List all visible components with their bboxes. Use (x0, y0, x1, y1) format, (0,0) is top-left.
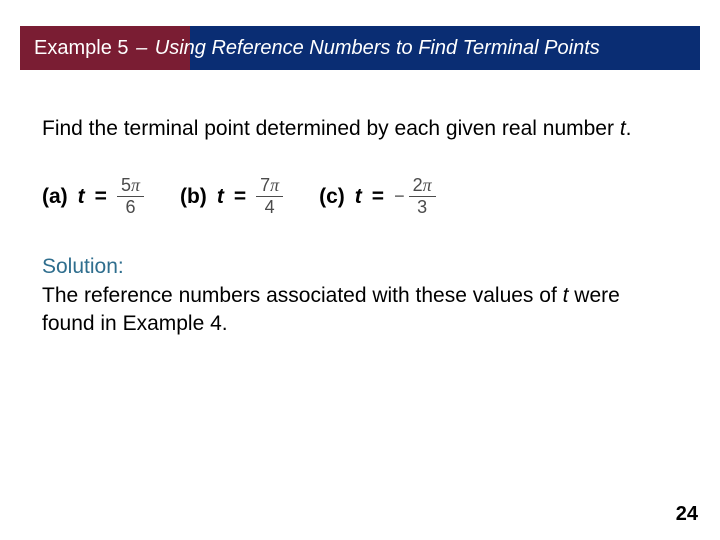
part-a-var: t (78, 183, 85, 210)
part-c: (c) t = − 2π 3 (319, 176, 436, 217)
part-a-label: (a) (42, 183, 68, 210)
part-a-eq: = (95, 183, 107, 210)
part-b: (b) t = 7π 4 (180, 176, 283, 217)
solution-heading: Solution: (42, 253, 678, 280)
part-b-label: (b) (180, 183, 207, 210)
part-a-numerator: 5π (117, 176, 144, 196)
part-b-fraction: 7π 4 (256, 176, 283, 217)
slide-body: Find the terminal point determined by ea… (42, 115, 678, 337)
part-b-var: t (217, 183, 224, 210)
prompt-pre: Find the terminal point determined by ea… (42, 117, 620, 140)
example-label: Example 5 (34, 37, 129, 59)
solution-pre: The reference numbers associated with th… (42, 284, 563, 307)
part-c-negfrac: − 2π 3 (394, 176, 436, 217)
title-text: Example 5 – Using Reference Numbers to F… (20, 26, 700, 70)
page-number: 24 (676, 503, 698, 526)
part-b-numerator: 7π (256, 176, 283, 196)
part-b-eq: = (234, 183, 246, 210)
part-a-denominator: 6 (121, 197, 139, 217)
part-a-fraction: 5π 6 (117, 176, 144, 217)
minus-icon: − (394, 185, 407, 208)
part-c-var: t (355, 183, 362, 210)
solution-text: The reference numbers associated with th… (42, 282, 678, 337)
part-c-fraction: 2π 3 (409, 176, 436, 217)
part-c-eq: = (372, 183, 384, 210)
part-c-numerator: 2π (409, 176, 436, 196)
part-b-denominator: 4 (261, 197, 279, 217)
part-c-label: (c) (319, 183, 345, 210)
part-c-denominator: 3 (413, 197, 431, 217)
title-subtitle: Using Reference Numbers to Find Terminal… (155, 37, 600, 59)
title-separator: – (134, 37, 149, 59)
part-a: (a) t = 5π 6 (42, 176, 144, 217)
prompt-text: Find the terminal point determined by ea… (42, 115, 678, 142)
parts-row: (a) t = 5π 6 (b) t = 7π 4 (42, 176, 678, 217)
slide: Example 5 – Using Reference Numbers to F… (0, 0, 720, 540)
prompt-post: . (626, 117, 632, 140)
